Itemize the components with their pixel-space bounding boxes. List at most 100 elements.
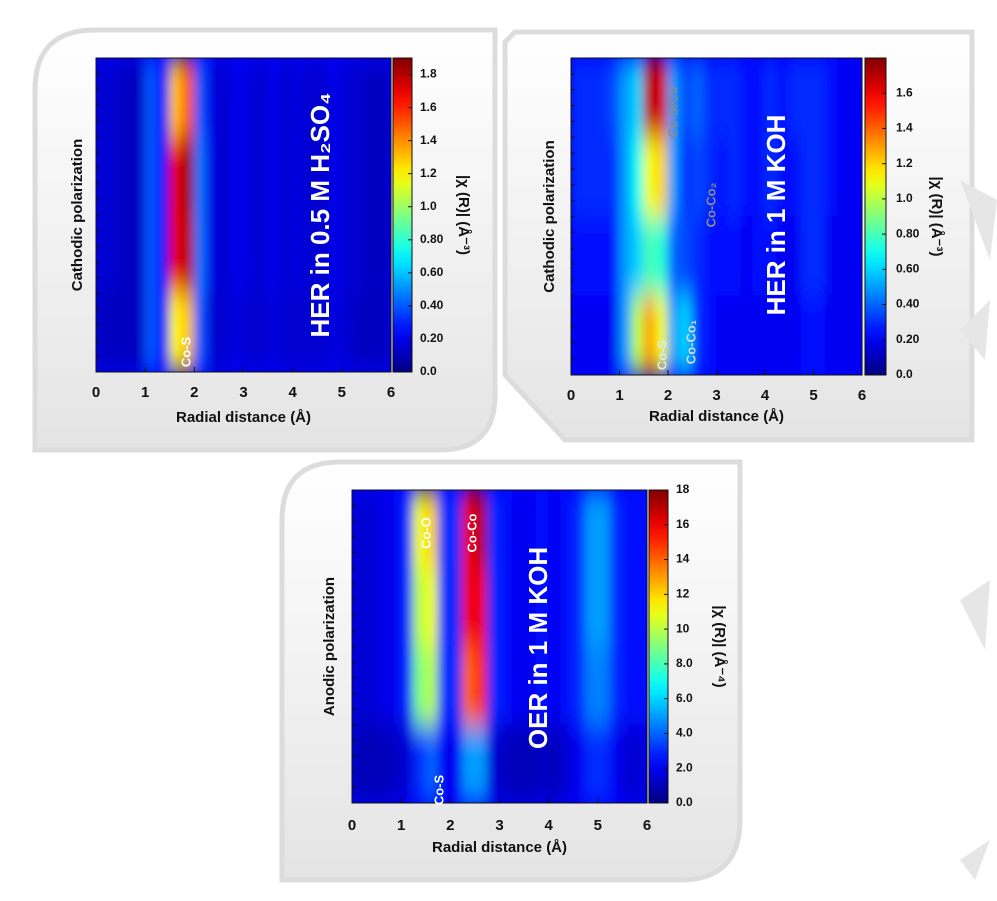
heatmap-cell: [679, 216, 693, 297]
heatmap-cell: [352, 724, 365, 803]
heatmap-cell: [728, 216, 742, 297]
colorbar: [392, 57, 413, 373]
heatmap-cell: [206, 136, 220, 216]
heatmap-cell: [619, 216, 633, 297]
heatmap-cell: [597, 490, 611, 569]
heatmap-cell: [548, 724, 562, 803]
heatmap-cell: [279, 136, 294, 216]
heatmap-cell: [788, 58, 802, 138]
heatmap-cell: [316, 214, 331, 294]
heatmap-cell: [437, 646, 451, 726]
heatmap-cell: [132, 136, 146, 216]
heatmap-cell: [679, 136, 693, 217]
colorbar-tick-label: 0.20: [896, 332, 920, 346]
x-tick-label: 5: [809, 387, 817, 404]
heatmap-cell: [378, 136, 391, 216]
heatmap-cell: [499, 724, 513, 803]
heatmap-cell: [144, 136, 158, 216]
heatmap-cell: [800, 58, 814, 138]
heatmap-cell: [619, 295, 633, 375]
x-tick-label: 2: [664, 387, 672, 404]
heatmap-cell: [667, 295, 681, 375]
heatmap-cell: [304, 293, 318, 372]
heatmap-cell: [800, 295, 814, 375]
heatmap-cell: [523, 567, 537, 647]
heatmap-cell: [206, 214, 220, 294]
colorbar-tick-label: 18: [676, 482, 690, 496]
heatmap-cell: [304, 214, 318, 294]
heatmap-cell: [703, 58, 717, 138]
heatmap-cell: [388, 724, 402, 803]
inset-title: HER in 1 M KOH: [761, 115, 791, 316]
colorbar-title: |χ (R)| (Å⁻⁴): [711, 605, 728, 687]
heatmap-cell: [120, 293, 134, 372]
colorbar-tick-label: 1.4: [896, 121, 913, 135]
colorbar-tick-label: 0.0: [896, 367, 913, 381]
heatmap-cell: [776, 136, 790, 217]
heatmap-cell: [169, 136, 183, 216]
heatmap-cell: [449, 646, 464, 726]
heatmap-cell: [144, 214, 158, 294]
colorbar-tick-label: 0.60: [420, 265, 444, 279]
heatmap-cell: [132, 293, 146, 372]
colorbar-tick-label: 1.6: [420, 100, 437, 114]
heatmap-cell: [597, 724, 611, 803]
heatmap-area: [352, 490, 647, 803]
heatmap-cell: [96, 293, 109, 372]
y-axis-title: Cathodic polarization: [541, 140, 558, 293]
annotation: Co-S: [178, 337, 193, 368]
heatmap-cell: [655, 58, 669, 138]
heatmap-cell: [825, 295, 839, 375]
heatmap-cell: [752, 136, 766, 217]
heatmap-cell: [437, 567, 451, 647]
heatmap-cell: [813, 58, 827, 138]
colorbar-tick-label: 0.20: [420, 331, 444, 345]
colorbar-tick-label: 1.2: [896, 156, 913, 170]
heatmap-cell: [365, 214, 380, 294]
annotation: Co-Co₁: [683, 320, 698, 364]
colorbar-tick-label: 0.80: [420, 232, 444, 246]
heatmap-cell: [181, 214, 195, 294]
heatmap-cell: [255, 58, 269, 137]
heatmap-cell: [764, 136, 778, 217]
inset-title: OER in 1 M KOH: [523, 547, 553, 749]
heatmap-cell: [206, 293, 220, 372]
heatmap-cell: [363, 646, 378, 726]
heatmap-cell: [825, 136, 839, 217]
heatmap-cell: [667, 58, 681, 138]
heatmap-cell: [849, 295, 862, 375]
heatmap-cell: [341, 58, 355, 137]
heatmap: [571, 58, 862, 375]
heatmap-cell: [449, 490, 464, 569]
heatmap-cell: [609, 646, 623, 726]
heatmap-cell: [764, 58, 778, 138]
heatmap-cell: [572, 724, 587, 803]
heatmap-cell: [365, 293, 380, 372]
heatmap-cell: [655, 295, 669, 375]
heatmap-cell: [206, 58, 220, 137]
heatmap-cell: [621, 490, 636, 569]
heatmap-cell: [572, 646, 587, 726]
heatmap-cell: [609, 490, 623, 569]
heatmap-cell: [825, 58, 839, 138]
heatmap-cell: [400, 567, 414, 647]
heatmap-cell: [667, 136, 681, 217]
heatmap-cell: [499, 490, 513, 569]
heatmap-cell: [571, 295, 584, 375]
colorbar-tick-label: 0.40: [896, 297, 920, 311]
x-axis-title: Radial distance (Å): [432, 839, 567, 856]
heatmap-cell: [716, 136, 730, 217]
heatmap-cell: [120, 58, 134, 137]
heatmap-cell: [691, 136, 705, 217]
heatmap-cell: [132, 58, 146, 137]
x-tick-label: 3: [495, 817, 503, 834]
y-axis-title: Anodic polarization: [321, 577, 338, 716]
heatmap-cell: [292, 214, 306, 294]
heatmap-cell: [606, 136, 620, 217]
heatmap-cell: [849, 58, 862, 138]
heatmap-cell: [449, 724, 464, 803]
heatmap-cell: [96, 214, 109, 294]
heatmap-cell: [304, 136, 318, 216]
